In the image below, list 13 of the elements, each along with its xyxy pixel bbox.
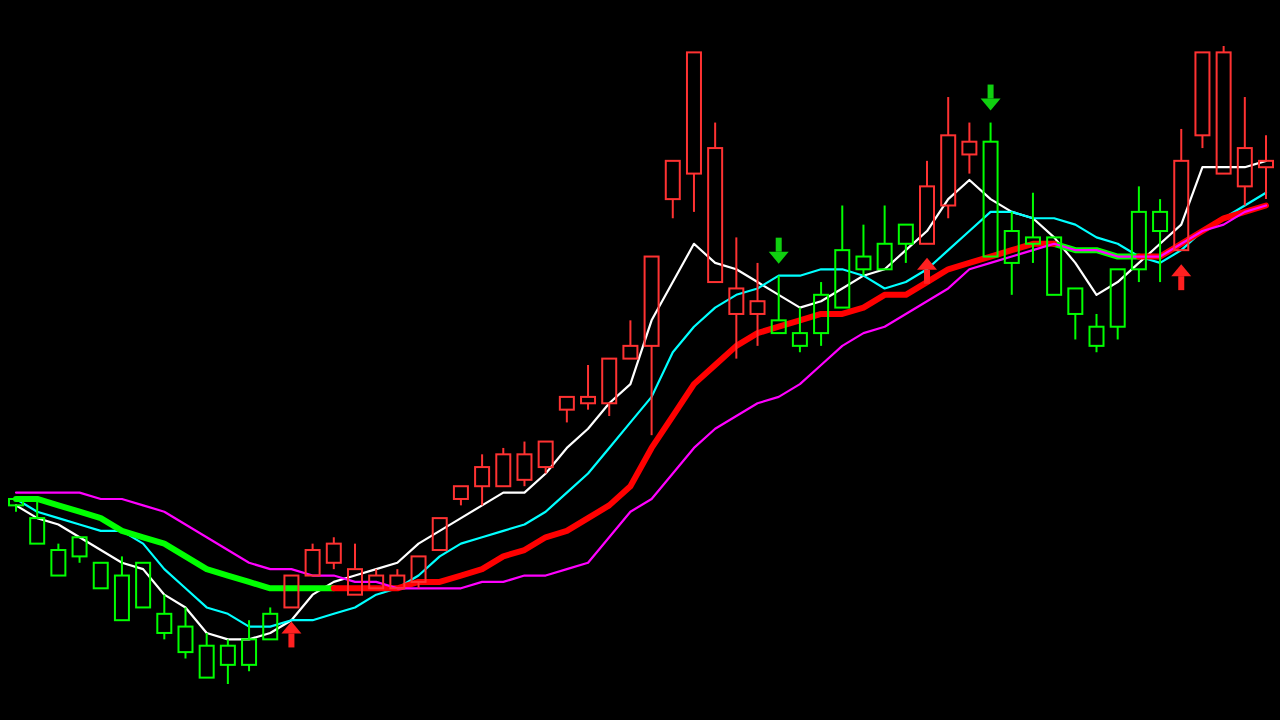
candlestick	[1024, 191, 1041, 264]
candlestick	[855, 223, 872, 277]
candlestick	[1003, 210, 1020, 296]
candlestick	[728, 236, 745, 360]
candlestick	[749, 261, 766, 347]
candlestick	[1236, 96, 1253, 207]
candlestick	[813, 281, 830, 347]
candlestick	[1258, 134, 1274, 201]
candlestick	[474, 453, 491, 507]
candlestick	[219, 638, 236, 685]
candlestick	[1152, 198, 1169, 284]
candlestick	[961, 121, 978, 175]
candlestick	[580, 364, 597, 411]
